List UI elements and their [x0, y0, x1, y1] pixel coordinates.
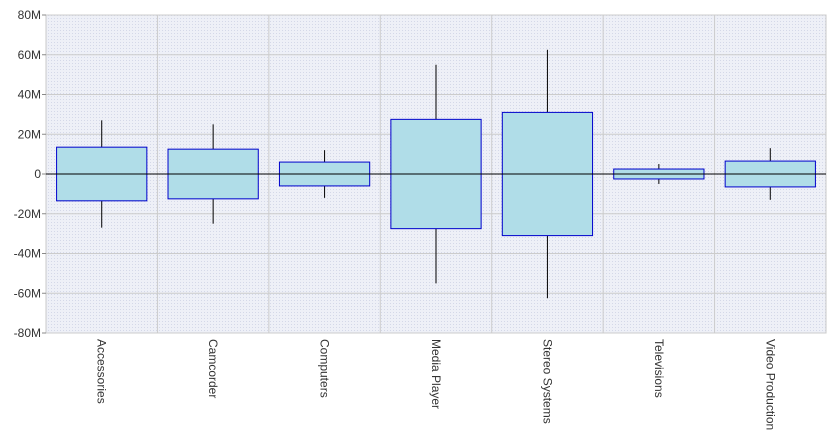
x-axis: Accessories Camcorder Computers Media Playe…	[95, 339, 778, 430]
x-tick-label: Televisions	[652, 339, 666, 398]
x-tick-label: Computers	[318, 339, 332, 398]
x-tick-label: Stereo Systems	[540, 339, 554, 424]
x-tick-label: Media Player	[429, 339, 443, 409]
y-axis: -80M -60M -40M -20M 0 20M 40M 60M 80M	[14, 8, 46, 340]
y-tick-label: -60M	[14, 286, 41, 300]
x-tick-label: Camcorder	[206, 339, 220, 398]
x-tick-label: Video Production	[763, 339, 777, 430]
y-tick-label: 20M	[18, 127, 41, 141]
y-tick-label: 80M	[18, 8, 41, 22]
y-tick-label: -80M	[14, 326, 41, 340]
y-tick-label: -40M	[14, 247, 41, 261]
x-tick-label: Accessories	[95, 339, 109, 404]
y-tick-label: 0	[34, 167, 41, 181]
y-tick-label: -20M	[14, 207, 41, 221]
y-tick-label: 40M	[18, 88, 41, 102]
y-tick-label: 60M	[18, 48, 41, 62]
